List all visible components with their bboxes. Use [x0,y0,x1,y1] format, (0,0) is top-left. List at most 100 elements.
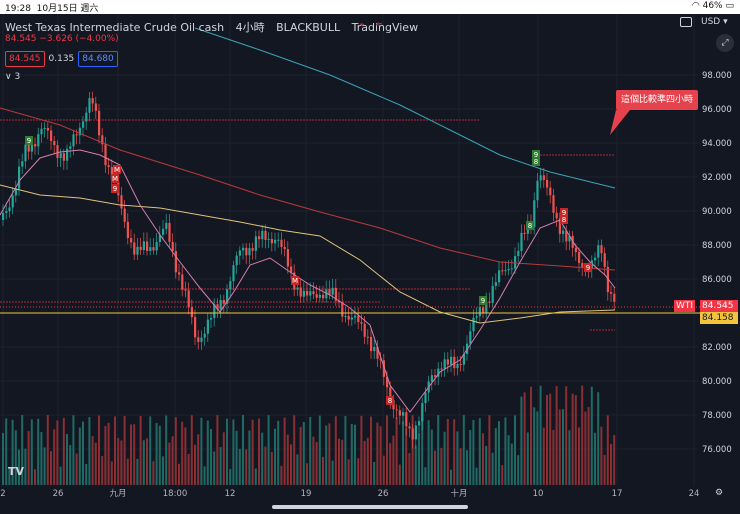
td-label-bg [532,157,540,166]
candle-body [334,287,337,301]
price-tick: 88.000 [702,241,732,251]
candle-body [139,246,142,250]
battery-icon: ▭ [725,1,734,11]
symbol-header[interactable]: West Texas Intermediate Crude Oil cash 4… [5,19,426,35]
home-indicator[interactable] [272,505,468,509]
td-sequential-label: 8 [388,397,392,405]
candle-body [75,134,78,136]
candle-body [14,188,17,196]
volume-bar [408,453,411,485]
volume-bar [430,429,433,485]
candle-body [558,218,561,234]
candle-body [110,167,113,180]
volume-bar [475,467,478,485]
volume-bar [549,393,552,485]
candle-body [197,337,200,342]
volume-bar [152,461,155,485]
candle-body [235,255,238,266]
candle-body [302,290,305,297]
td-sequential-label: M [112,175,118,183]
candle-body [66,148,69,161]
candle-body [395,409,398,411]
candle-body [174,251,177,273]
volume-bar [520,396,523,485]
settings-icon[interactable]: ⚙ [714,488,724,498]
candle-body [450,356,453,365]
volume-bar [590,386,593,485]
volume-bar [370,416,372,485]
crosshair-icon[interactable]: ⤢ [716,34,734,52]
volume-bar [130,424,132,485]
volume-bar [568,430,571,485]
volume-bar [392,435,395,485]
volume-bar [162,456,164,485]
time-tick: 26 [378,489,389,499]
indicators-toggle[interactable]: ∨ 3 [5,72,20,82]
candle-body [107,165,110,168]
volume-bar [437,415,440,485]
volume-bar [200,417,203,485]
candle-body [56,145,59,159]
annotation-callout[interactable]: 這個比較準四小時 [616,90,698,110]
volume-bar [197,434,200,485]
volume-bar [306,463,308,485]
volume-bar [376,422,379,485]
volume-bar [546,395,548,485]
volume-bar [354,424,356,485]
volume-bar [232,419,235,485]
volume-bar [402,421,404,485]
candle-body [270,238,273,244]
volume-bar [133,424,136,485]
volume-bar [286,434,289,485]
volume-bar [72,415,75,485]
volume-bar [213,451,216,485]
candle-body [101,135,104,145]
volume-bar [507,435,510,485]
indicators-count: 3 [14,72,21,82]
volume-bar [357,458,360,485]
volume-bar [78,427,81,485]
volume-bar [171,436,174,485]
candle-body [552,195,555,213]
currency-menu[interactable]: USD ▾ [701,17,728,27]
candle-body [315,294,318,298]
status-time: 19:28 [5,4,31,14]
candle-body [37,134,40,147]
time-tick: 26 [53,489,64,499]
wifi-icon: ◠ [691,1,700,11]
candle-body [267,238,270,240]
tradingview-logo-icon[interactable]: TV [8,465,25,478]
td-label-bg [584,263,592,272]
chart-style-icon[interactable]: ⌁ [359,20,365,30]
candle-body [158,234,161,242]
volume-bar [85,464,88,485]
candle-body [130,238,133,243]
sell-button[interactable]: 84.545 [5,51,45,67]
volume-bar [190,415,193,485]
candle-body [482,307,485,314]
td-label-bg [479,296,487,305]
volume-bar [94,442,97,485]
volume-bar [178,463,180,485]
fullscreen-icon[interactable] [680,17,692,27]
buy-button[interactable]: 84.680 [78,51,118,67]
volume-bar [187,453,190,485]
symbol-name[interactable]: West Texas Intermediate Crude Oil cash [5,21,225,34]
td-label-bg [532,150,540,159]
volume-bar [248,430,251,485]
candle-body [568,235,571,242]
candle-body [254,236,257,251]
volume-bar [466,450,468,485]
candle-body [312,291,315,295]
candle-body [546,179,549,188]
volume-bar [226,418,228,485]
td-label-bg [526,221,534,230]
candle-body [8,207,11,212]
candle-body [539,175,542,181]
volume-bar [459,448,462,485]
volume-bar [411,415,414,485]
interval-label[interactable]: 4小時 [235,21,265,34]
ma-fast-pink [0,149,616,413]
compare-icon[interactable]: ≈ [375,20,383,30]
